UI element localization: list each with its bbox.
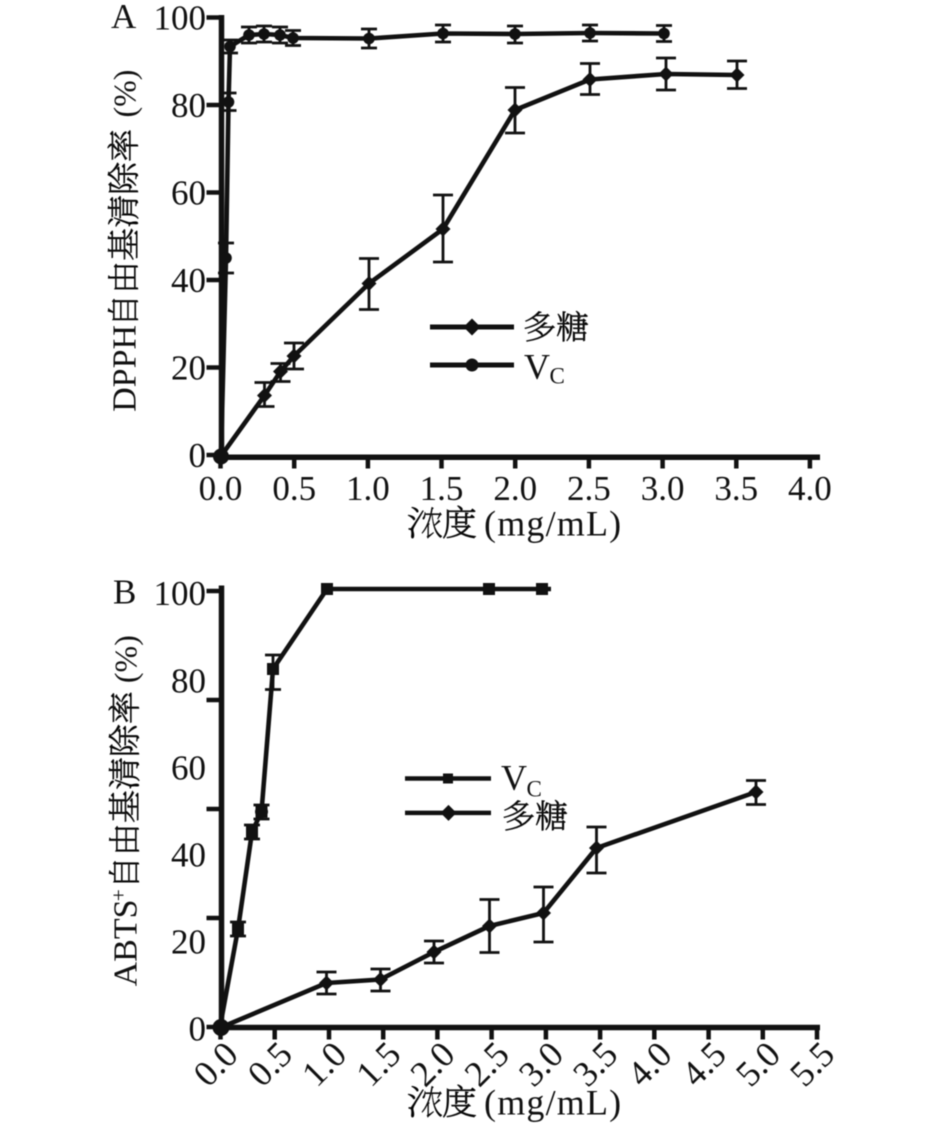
svg-text:0.5: 0.5 [272,469,316,508]
svg-text:1.0: 1.0 [346,469,390,508]
svg-text:20: 20 [171,923,206,962]
svg-text:100: 100 [154,574,207,613]
svg-text:80: 80 [171,661,206,700]
svg-text:3.0: 3.0 [641,469,685,508]
svg-text:+: + [107,889,131,901]
svg-text:60: 60 [171,174,206,213]
svg-text:ABTS: ABTS [108,899,145,986]
svg-text:80: 80 [171,86,206,125]
svg-text:0: 0 [189,1010,207,1049]
svg-text:V: V [501,758,527,798]
svg-text:A: A [111,0,137,36]
svg-text:2.5: 2.5 [567,469,611,508]
svg-text:1.5: 1.5 [420,469,464,508]
svg-text:(%): (%) [108,635,144,683]
svg-text:0.0: 0.0 [199,469,243,508]
svg-text:C: C [527,777,542,802]
svg-text:3.5: 3.5 [714,469,758,508]
svg-text:20: 20 [171,349,206,388]
svg-text:40: 40 [171,836,206,875]
svg-text:2.0: 2.0 [493,469,537,508]
svg-text:4.0: 4.0 [788,469,832,508]
svg-text:(%): (%) [107,70,143,118]
svg-text:C: C [550,364,565,389]
svg-text:B: B [113,573,136,612]
svg-text:60: 60 [171,748,206,787]
svg-text:(mg/mL): (mg/mL) [484,504,622,544]
svg-text:(mg/mL): (mg/mL) [484,1083,622,1123]
svg-text:40: 40 [171,261,206,300]
svg-text:DPPH: DPPH [107,325,144,412]
svg-text:V: V [524,347,550,387]
svg-text:100: 100 [154,0,207,38]
svg-text:0: 0 [189,436,207,475]
